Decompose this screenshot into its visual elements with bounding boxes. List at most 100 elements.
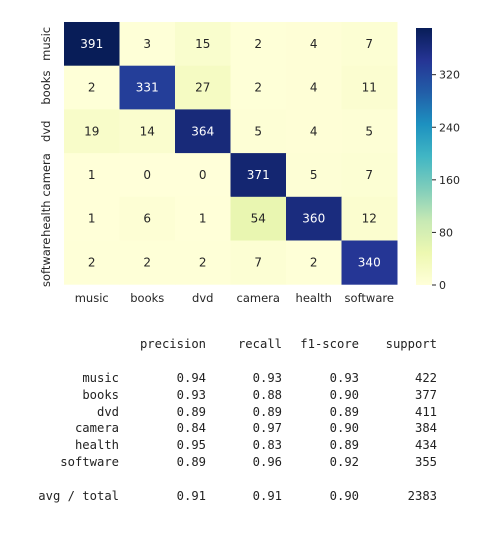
colorbar-ticks: 0 80 160 240 320 xyxy=(432,69,460,292)
cell-value-2-0: 19 xyxy=(84,124,99,138)
cell-value-3-4: 5 xyxy=(310,168,318,182)
heatmap-cell-5-5 xyxy=(341,240,398,285)
report-value-f1-score: 0.89 xyxy=(329,404,359,419)
report-value-f1-score: 0.89 xyxy=(329,438,359,453)
report-value-support: 411 xyxy=(414,404,437,419)
report-value-support: 434 xyxy=(414,438,437,453)
cell-value-5-1: 2 xyxy=(143,255,151,269)
cell-value-0-5: 7 xyxy=(365,37,373,51)
cell-value-1-0: 2 xyxy=(88,81,96,95)
heatmap-cell-2-0 xyxy=(64,109,120,154)
report-row: camera 0.84 0.97 0.90 384 xyxy=(0,420,485,436)
heatmap-cell-2-2 xyxy=(175,109,231,154)
cell-value-2-1: 14 xyxy=(140,124,155,138)
colorbar-label-80: 80 xyxy=(439,226,453,239)
heatmap-cell-5-4 xyxy=(286,240,342,285)
report-value-precision: 0.95 xyxy=(176,438,206,453)
cell-value-3-2: 0 xyxy=(199,168,207,182)
heatmap-cell-2-5 xyxy=(341,109,398,154)
cell-value-1-3: 2 xyxy=(254,81,262,95)
col-label-health: health xyxy=(296,291,332,305)
heatmap-cell-4-2 xyxy=(175,196,231,241)
heatmap-cell-3-3 xyxy=(230,153,287,198)
heatmap-cell-5-2 xyxy=(175,240,231,285)
heatmap-cell-1-4 xyxy=(286,65,342,110)
heatmap-cell-2-3 xyxy=(230,109,287,154)
row-label-camera: camera xyxy=(39,153,53,196)
report-value-precision: 0.89 xyxy=(176,404,206,419)
report-value-precision: 0.94 xyxy=(176,371,206,385)
report-row-label: health xyxy=(74,438,119,453)
cell-value-5-0: 2 xyxy=(88,255,96,269)
report-value-recall: 0.93 xyxy=(252,371,282,385)
col-label-books: books xyxy=(130,291,164,305)
cell-value-5-3: 7 xyxy=(254,255,262,269)
heatmap-cell-4-4 xyxy=(286,196,342,241)
heatmap-cell-4-5 xyxy=(341,196,398,241)
heatmap-cell-1-2 xyxy=(175,65,231,110)
report-header-support: support xyxy=(385,337,437,351)
report-header-precision: precision xyxy=(139,337,206,351)
report-value-recall: 0.83 xyxy=(252,438,282,453)
heatmap-cell-2-4 xyxy=(286,109,342,154)
report-row: health 0.95 0.83 0.89 434 xyxy=(0,437,485,453)
heatmap-cell-3-2 xyxy=(175,153,231,198)
col-label-camera: camera xyxy=(237,291,280,305)
cell-value-0-3: 2 xyxy=(254,37,262,51)
report-value-recall: 0.88 xyxy=(252,387,282,402)
report-value-recall: 0.96 xyxy=(252,455,282,469)
report-value-precision: 0.84 xyxy=(176,421,206,436)
cell-value-4-1: 6 xyxy=(143,212,151,226)
report-value-f1-score: 0.90 xyxy=(329,387,359,402)
cell-value-1-5: 11 xyxy=(362,81,377,95)
report-total-support: 2383 xyxy=(407,489,437,503)
report-value-recall: 0.89 xyxy=(252,404,282,419)
report-header-recall: recall xyxy=(237,337,282,351)
cell-value-4-0: 1 xyxy=(88,212,96,226)
cell-value-0-2: 15 xyxy=(195,37,210,51)
heatmap-cell-0-5 xyxy=(341,22,398,67)
cell-value-4-4: 360 xyxy=(302,212,325,226)
column-tick-labels: music books dvd camera health software xyxy=(75,291,394,305)
report-row: books 0.93 0.88 0.90 377 xyxy=(0,387,485,403)
heatmap-cell-0-2 xyxy=(175,22,231,67)
report-value-f1-score: 0.90 xyxy=(329,421,359,436)
report-value-precision: 0.93 xyxy=(176,387,206,402)
heatmap-cell-0-0 xyxy=(64,22,120,67)
report-value-f1-score: 0.92 xyxy=(329,455,359,469)
cell-value-2-3: 5 xyxy=(254,124,262,138)
colorbar-label-240: 240 xyxy=(439,121,460,134)
heatmap-cell-5-3 xyxy=(230,240,287,285)
report-value-support: 377 xyxy=(414,387,437,402)
cell-value-5-5: 340 xyxy=(358,255,381,269)
report-row: dvd 0.89 0.89 0.89 411 xyxy=(0,404,485,420)
row-tick-labels: music books dvd camera health software xyxy=(39,27,53,287)
colorbar-label-0: 0 xyxy=(439,279,446,292)
report-total-label: avg / total xyxy=(38,489,119,503)
report-row: software 0.89 0.96 0.92 355 xyxy=(0,454,485,470)
cell-value-4-5: 12 xyxy=(362,212,377,226)
heatmap-cell-1-5 xyxy=(341,65,398,110)
cell-value-3-1: 0 xyxy=(143,168,151,182)
report-value-support: 384 xyxy=(414,421,437,436)
cell-value-3-3: 371 xyxy=(247,168,270,182)
heatmap-cell-0-3 xyxy=(230,22,287,67)
heatmap-cell-2-1 xyxy=(119,109,176,154)
heatmap-cell-5-0 xyxy=(64,240,120,285)
row-label-health: health xyxy=(39,200,53,236)
col-label-software: software xyxy=(345,291,394,305)
report-total-f1-score: 0.90 xyxy=(329,489,359,503)
report-header-f1-score: f1-score xyxy=(300,337,359,351)
report-header-row: precision recall f1-score support xyxy=(0,336,485,352)
row-label-books: books xyxy=(39,71,53,105)
heatmap-cells xyxy=(64,22,398,285)
report-row-label: dvd xyxy=(96,404,119,419)
cell-value-3-0: 1 xyxy=(88,168,96,182)
report-row-label: camera xyxy=(74,421,119,436)
report-value-support: 355 xyxy=(414,455,437,469)
row-label-dvd: dvd xyxy=(39,121,53,142)
heatmap-cell-1-0 xyxy=(64,65,120,110)
cell-value-4-3: 54 xyxy=(251,212,266,226)
cell-value-2-2: 364 xyxy=(191,124,214,138)
